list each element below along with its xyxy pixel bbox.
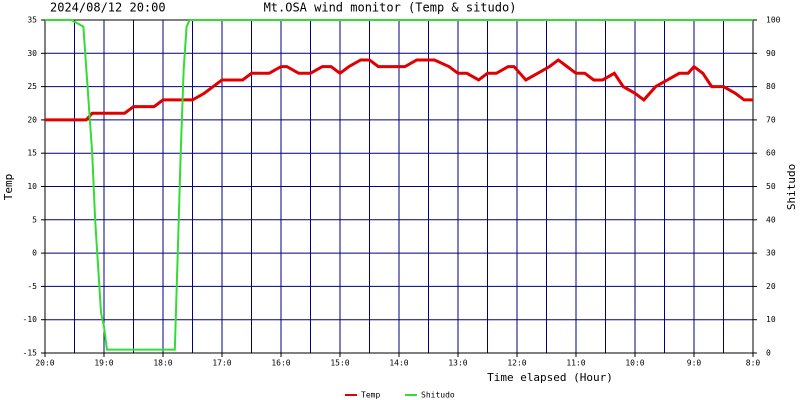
y2-tick-label: 80 xyxy=(766,82,776,91)
y-tick-label: 5 xyxy=(32,215,37,224)
y2-tick-label: 0 xyxy=(766,349,771,358)
x-tick-label: 20:0 xyxy=(35,359,54,368)
y2-tick-label: 20 xyxy=(766,282,776,291)
chart-subtitle: 2024/08/12 20:00 xyxy=(50,1,166,15)
chart-title: Mt.OSA wind monitor (Temp & situdo) xyxy=(264,1,517,15)
y2-tick-label: 90 xyxy=(766,49,776,58)
y2-tick-label: 70 xyxy=(766,115,776,124)
y-tick-label: 25 xyxy=(27,82,37,91)
y-tick-label: 20 xyxy=(27,115,37,124)
x-axis-label: Time elapsed (Hour) xyxy=(487,371,613,384)
legend-label: Temp xyxy=(361,391,380,400)
y2-tick-label: 40 xyxy=(766,215,776,224)
x-tick-label: 17:0 xyxy=(212,359,231,368)
x-tick-label: 18:0 xyxy=(153,359,172,368)
x-tick-label: 9:0 xyxy=(687,359,702,368)
x-tick-label: 14:0 xyxy=(389,359,408,368)
y2-tick-label: 100 xyxy=(766,16,781,25)
x-tick-label: 12:0 xyxy=(507,359,526,368)
y-tick-label: 0 xyxy=(32,249,37,258)
y-tick-label: 30 xyxy=(27,49,37,58)
y-tick-label: -10 xyxy=(23,315,38,324)
y2-tick-label: 60 xyxy=(766,149,776,158)
y-tick-label: 15 xyxy=(27,149,37,158)
y-tick-label: -5 xyxy=(27,282,37,291)
y-tick-label: 35 xyxy=(27,16,37,25)
x-tick-label: 8:0 xyxy=(746,359,761,368)
x-tick-label: 15:0 xyxy=(330,359,349,368)
line-series xyxy=(45,19,753,351)
x-tick-label: 19:0 xyxy=(94,359,113,368)
y2-axis-label: Shitudo xyxy=(785,164,798,210)
y-axis-label: Temp xyxy=(2,174,15,201)
y2-tick-label: 10 xyxy=(766,315,776,324)
y-tick-label: 10 xyxy=(27,182,37,191)
x-tick-label: 13:0 xyxy=(448,359,467,368)
line-series xyxy=(45,58,753,122)
y2-tick-label: 50 xyxy=(766,182,776,191)
x-tick-label: 11:0 xyxy=(566,359,585,368)
legend-label: Shitudo xyxy=(421,391,455,400)
y-tick-label: -15 xyxy=(23,349,38,358)
x-tick-label: 10:0 xyxy=(625,359,644,368)
y2-tick-label: 30 xyxy=(766,249,776,258)
x-tick-label: 16:0 xyxy=(271,359,290,368)
